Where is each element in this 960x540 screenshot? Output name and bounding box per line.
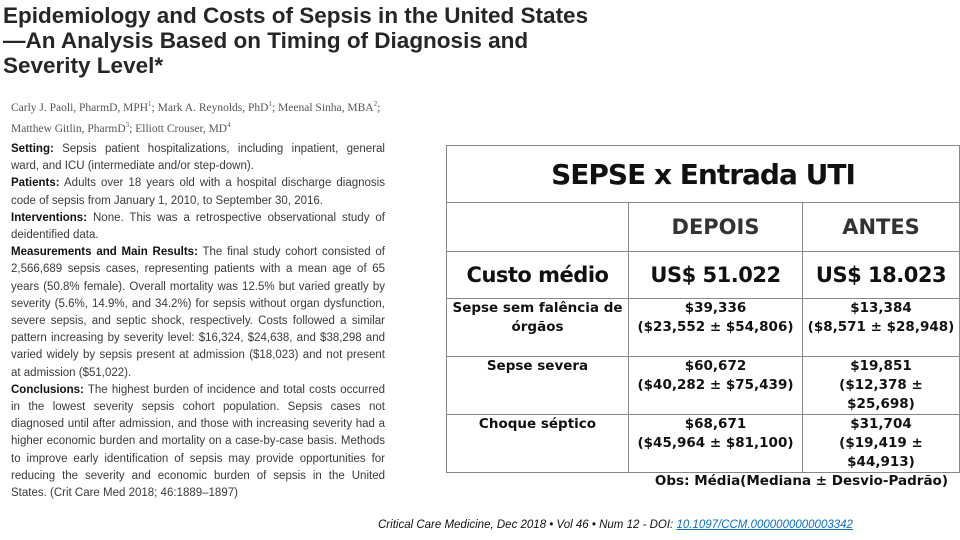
- row-label: Sepse severa: [446, 356, 629, 415]
- author: Matthew Gitlin, PharmD3;: [11, 120, 136, 135]
- table-note: Obs: Média(Mediana ± Desvio-Padrão): [654, 473, 948, 489]
- cell-depois: $68,671 ($45,964 ± $81,100): [628, 414, 803, 473]
- author: Meenal Sinha, MBA2;: [278, 100, 381, 114]
- header-depois: DEPOIS: [628, 202, 803, 252]
- abstract-results: Measurements and Main Results: The final…: [11, 246, 385, 379]
- cell-depois: $39,336 ($23,552 ± $54,806): [628, 298, 803, 357]
- abstract: Setting: Sepsis patient hospitalizations…: [11, 141, 385, 502]
- citation: Critical Care Medicine, Dec 2018 • Vol 4…: [378, 519, 853, 531]
- abstract-setting: Setting: Sepsis patient hospitalizations…: [11, 143, 385, 173]
- table-row: Sepse sem falência de órgãos $39,336 ($23…: [446, 298, 960, 357]
- cell-antes: $19,851 ($12,378 ± $25,698): [802, 356, 960, 415]
- cost-antes: US$ 18.023: [802, 251, 960, 299]
- table-row-cost: Custo médio US$ 51.022 US$ 18.023: [446, 251, 960, 299]
- abstract-interventions: Interventions: None. This was a retrospe…: [11, 211, 385, 242]
- header-antes: ANTES: [802, 202, 960, 252]
- cost-label: Custo médio: [446, 251, 629, 299]
- doi-link[interactable]: 10.1097/CCM.0000000000003342: [676, 519, 853, 531]
- cost-depois: US$ 51.022: [628, 251, 803, 299]
- row-label: Choque séptico: [446, 414, 629, 473]
- table-title: SEPSE x Entrada UTI: [446, 145, 960, 203]
- author: Elliott Crouser, MD4: [135, 120, 231, 135]
- abstract-conclusions: Conclusions: The highest burden of incid…: [11, 383, 385, 500]
- author: Carly J. Paoli, PharmD, MPH1;: [11, 100, 158, 114]
- cell-antes: $31,704 ($19,419 ± $44,913): [802, 414, 960, 473]
- cell-antes: $13,384 ($8,571 ± $28,948): [802, 298, 960, 357]
- cell-depois: $60,672 ($40,282 ± $75,439): [628, 356, 803, 415]
- sepsis-cost-table: SEPSE x Entrada UTI DEPOIS ANTES Custo m…: [446, 145, 960, 473]
- table-row: Choque séptico $68,671 ($45,964 ± $81,100…: [446, 414, 960, 473]
- header-empty: [446, 202, 629, 252]
- row-label: Sepse sem falência de órgãos: [446, 298, 629, 357]
- abstract-patients: Patients: Adults over 18 years old with …: [11, 177, 385, 207]
- table-row: Sepse severa $60,672 ($40,282 ± $75,439) …: [446, 356, 960, 415]
- author: Mark A. Reynolds, PhD1;: [157, 100, 279, 114]
- author-list: Carly J. Paoli, PharmD, MPH1; Mark A. Re…: [11, 96, 451, 138]
- paper-title: Epidemiology and Costs of Sepsis in the …: [3, 3, 589, 78]
